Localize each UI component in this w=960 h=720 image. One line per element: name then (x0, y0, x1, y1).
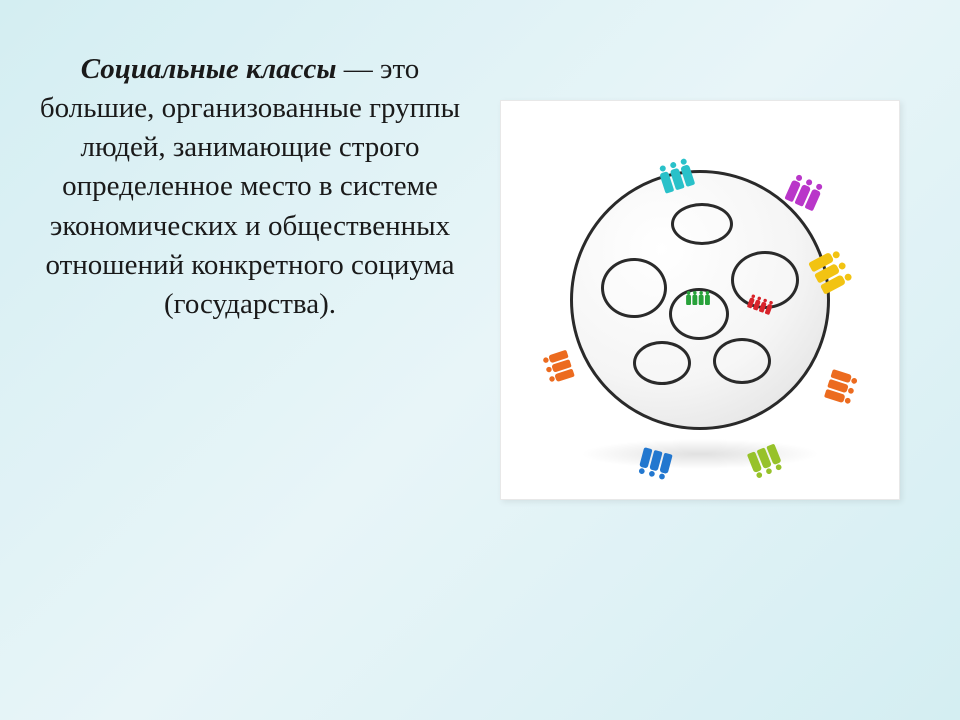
person-icon (692, 291, 697, 305)
people-group (686, 291, 710, 305)
term: Социальные классы (81, 53, 337, 85)
sphere-cell (601, 258, 667, 318)
illustration-column (470, 40, 930, 500)
sphere-cell (713, 338, 771, 384)
sphere-cell (633, 341, 691, 385)
people-group (824, 369, 858, 405)
people-group (657, 158, 695, 194)
person-icon (705, 291, 710, 305)
sphere-cell (671, 203, 733, 245)
people-group (808, 248, 853, 295)
slide: Социальные классы — это большие, организ… (0, 0, 960, 720)
person-icon (686, 291, 691, 305)
dash: — (337, 53, 381, 85)
definition-text: Социальные классы — это большие, организ… (30, 40, 470, 324)
globe-sphere (570, 170, 830, 430)
body: это большие, организованные группы людей… (40, 53, 460, 320)
sphere-shadow (580, 439, 820, 469)
people-group (542, 350, 575, 384)
sphere-container (500, 100, 900, 500)
person-icon (699, 291, 704, 305)
people-group (784, 173, 824, 211)
